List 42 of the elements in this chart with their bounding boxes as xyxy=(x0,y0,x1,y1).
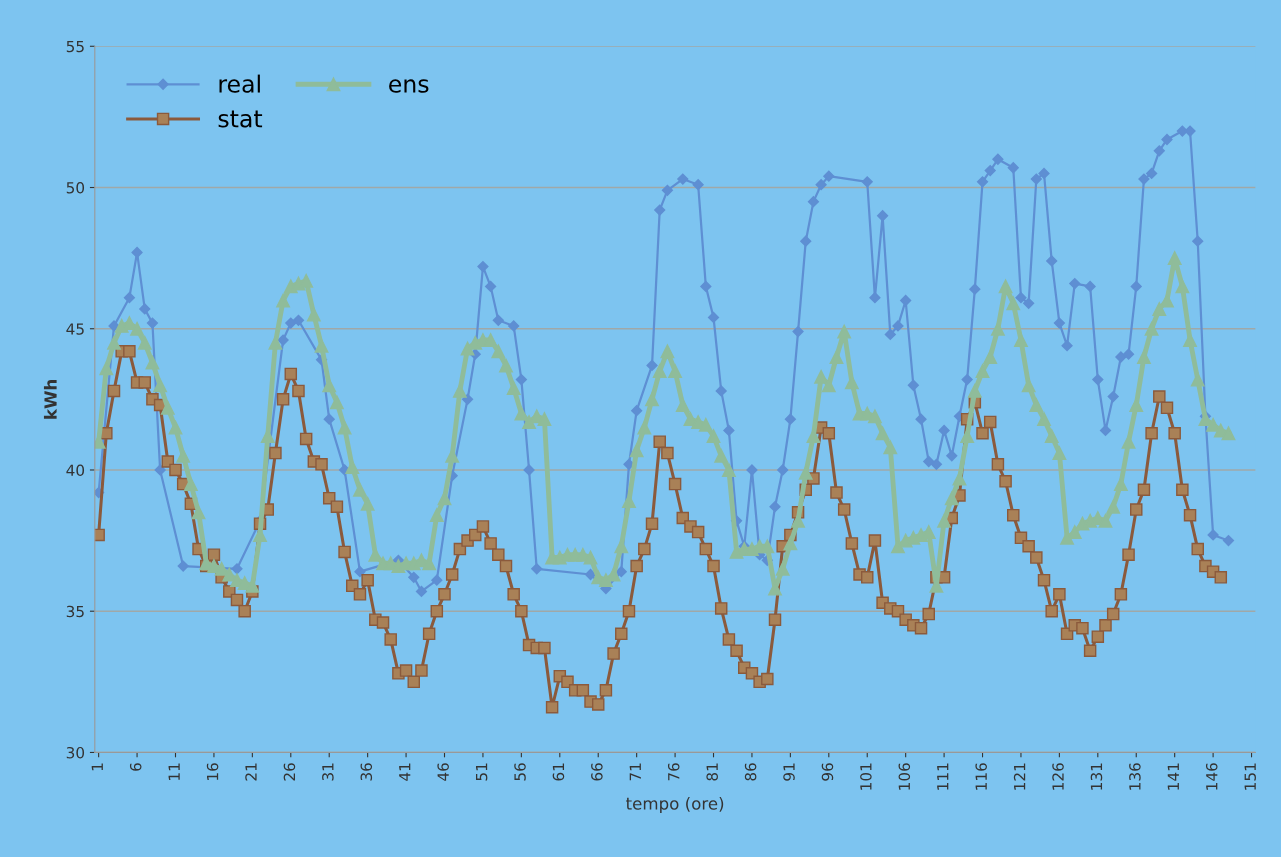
x-tick-label: 26 xyxy=(283,763,296,781)
x-tick-label: 146 xyxy=(1205,763,1218,790)
x-tick-label: 131 xyxy=(1090,763,1103,790)
x-tick-label: 96 xyxy=(821,763,834,781)
x-tick-label: 116 xyxy=(975,763,987,790)
y-tick-label: 40 xyxy=(66,464,85,476)
x-tick-label: 81 xyxy=(706,763,718,781)
x-tick-label: 61 xyxy=(552,763,565,781)
x-tick-label: 66 xyxy=(591,763,603,781)
x-tick-label: 151 xyxy=(1244,763,1256,790)
x-tick-label: 16 xyxy=(206,763,219,780)
x-tick-label: 136 xyxy=(1129,763,1141,790)
y-tick-label: 45 xyxy=(66,323,84,335)
x-tick-label: 46 xyxy=(437,763,449,781)
legend-label: ens xyxy=(389,79,429,93)
x-tick-label: 126 xyxy=(1052,763,1064,790)
y-tick-label: 30 xyxy=(66,746,85,759)
legend-label: stat xyxy=(218,110,263,128)
legend-label: real xyxy=(219,74,260,93)
x-tick-label: 121 xyxy=(1013,763,1026,790)
x-tick-label: 36 xyxy=(360,763,373,781)
x-tick-label: 31 xyxy=(322,763,334,781)
x-tick-label: 41 xyxy=(399,763,411,781)
x-tick-label: 101 xyxy=(860,763,872,790)
x-tick-label: 1 xyxy=(91,763,103,771)
x-tick-label: 71 xyxy=(629,763,641,781)
x-tick-label: 111 xyxy=(937,763,949,790)
x-tick-label: 6 xyxy=(129,763,142,771)
y-axis-title: kWh xyxy=(43,380,57,419)
x-tick-label: 51 xyxy=(476,763,488,781)
x-tick-label: 91 xyxy=(783,763,795,781)
x-tick-label: 11 xyxy=(168,763,180,780)
y-tick-label: 35 xyxy=(66,605,84,618)
x-tick-label: 21 xyxy=(245,763,257,781)
y-tick-label: 55 xyxy=(66,40,84,53)
x-axis-title: tempo (ore) xyxy=(626,796,724,814)
x-tick-label: 76 xyxy=(667,763,680,781)
x-tick-label: 141 xyxy=(1167,763,1179,790)
x-tick-label: 106 xyxy=(898,763,911,790)
y-tick-label: 50 xyxy=(66,181,85,194)
x-tick-label: 56 xyxy=(514,763,526,781)
x-tick-label: 86 xyxy=(744,763,757,781)
